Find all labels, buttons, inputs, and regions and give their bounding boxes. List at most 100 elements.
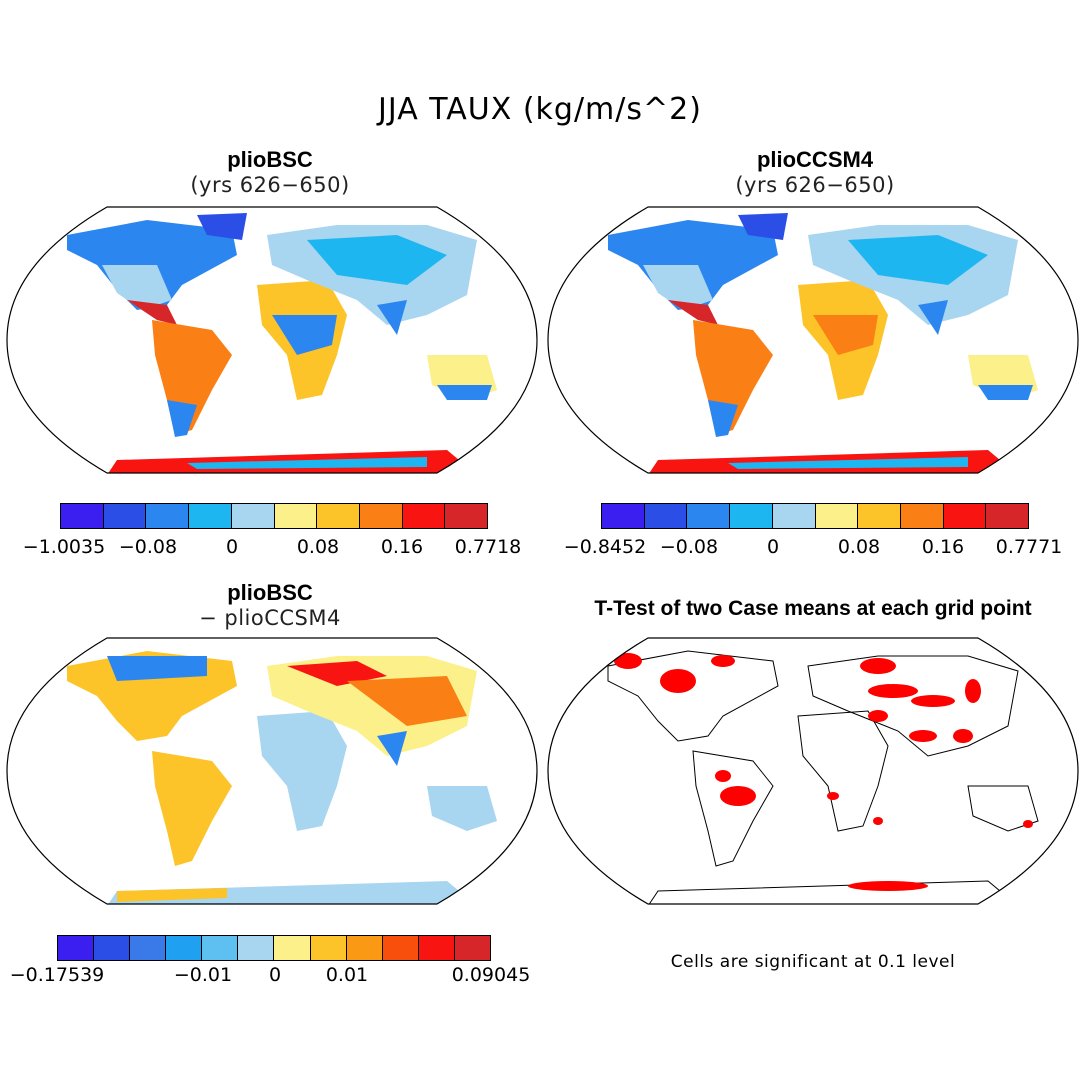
- cb2-swatch-3: [730, 504, 773, 528]
- north-america-outline: [607, 650, 779, 742]
- cb2-tick-label: 0.16: [921, 536, 965, 558]
- cb2-swatch-1: [644, 504, 688, 528]
- cb3-swatch-7: [310, 936, 347, 960]
- cb1-tick-label: −1.0035: [22, 536, 106, 558]
- significance-patch: [860, 658, 896, 674]
- cb2-swatch-2: [687, 504, 731, 528]
- cb1-swatch-1: [103, 504, 147, 528]
- cb2-tick-label: −0.08: [659, 536, 719, 558]
- antarctica-yellow: [117, 888, 227, 902]
- cb3-swatch-0: [58, 936, 95, 960]
- north-america-north: [107, 656, 207, 681]
- cb3-swatch-9: [382, 936, 419, 960]
- significance-patch: [660, 669, 696, 693]
- north-america-south: [643, 265, 713, 310]
- africa-outline: [797, 710, 889, 832]
- cb3-tick-label: −0.17539: [9, 964, 105, 986]
- south-america-outline: [692, 750, 774, 867]
- panel3-map: [6, 637, 538, 905]
- eurasia-outline: [807, 655, 1019, 757]
- australia-outline: [967, 785, 1039, 832]
- panel1-map: [6, 206, 538, 474]
- central-america: [668, 300, 718, 325]
- cb3-tick-label: −0.01: [173, 964, 233, 986]
- significance-patch: [873, 817, 883, 825]
- eurasia-red: [287, 661, 387, 686]
- cb1-swatch-8: [402, 504, 446, 528]
- australia-south: [437, 385, 492, 400]
- cb2-swatch-5: [815, 504, 859, 528]
- south-america-south: [708, 400, 738, 437]
- panel3-title: plioBSC: [227, 580, 313, 605]
- eurasia-blue: [307, 235, 447, 285]
- cb1-tick-label: 0.16: [380, 536, 424, 558]
- cb3-tick-label: 0.09045: [451, 964, 531, 986]
- cb3-swatch-5: [238, 936, 275, 960]
- significance-patch: [614, 653, 642, 669]
- significance-patch: [1023, 820, 1033, 828]
- greenland: [738, 213, 788, 240]
- antarctica-outline: [647, 880, 1020, 904]
- significance-patch: [868, 684, 918, 698]
- africa: [257, 711, 347, 831]
- eurasia-blue: [848, 235, 988, 285]
- cb1-tick-label: −0.08: [118, 536, 178, 558]
- south-america: [152, 751, 232, 866]
- significance-patch: [715, 770, 731, 782]
- cb2-swatch-7: [900, 504, 944, 528]
- cb3-swatch-1: [94, 936, 131, 960]
- cb3-swatch-8: [346, 936, 383, 960]
- cb1-swatch-7: [359, 504, 403, 528]
- cb1-swatch-4: [231, 504, 275, 528]
- cb2-swatch-8: [943, 504, 987, 528]
- north-america-south: [102, 265, 172, 310]
- cb1-swatch-5: [274, 504, 318, 528]
- significance-patch: [711, 655, 735, 667]
- india: [377, 300, 407, 335]
- cb1-swatch-6: [317, 504, 360, 528]
- panel2-title: plioCCSM4: [756, 147, 874, 172]
- cb2-swatch-0: [602, 504, 645, 528]
- south-america-south: [167, 400, 197, 437]
- cb2-tick-label: 0: [766, 536, 780, 558]
- colorbar-panel2: [601, 503, 1029, 529]
- cb3-tick-label: 0.01: [325, 964, 369, 986]
- significance-patch: [953, 729, 973, 743]
- cb1-swatch-0: [61, 504, 104, 528]
- antarctica-blue: [728, 457, 968, 469]
- significance-patch: [720, 786, 756, 806]
- panel1-title: plioBSC: [227, 147, 313, 172]
- cb1-tick-label: 0: [225, 536, 239, 558]
- australia: [427, 786, 497, 831]
- cb1-swatch-3: [189, 504, 232, 528]
- panel2-subtitle: (yrs 626−650): [735, 173, 895, 197]
- africa-center: [813, 315, 878, 355]
- cb1-tick-label: 0.08: [296, 536, 340, 558]
- significance-patch: [965, 679, 981, 703]
- panel3-subtitle: − plioCCSM4: [199, 606, 341, 630]
- significance-patch: [909, 730, 937, 742]
- significance-note: Cells are significant at 0.1 level: [670, 952, 956, 972]
- panel4-title: T-Test of two Case means at each grid po…: [594, 597, 1032, 620]
- cb2-tick-label: −0.8452: [563, 536, 647, 558]
- cb2-swatch-6: [858, 504, 901, 528]
- cb3-swatch-4: [202, 936, 239, 960]
- cb1-swatch-2: [146, 504, 190, 528]
- antarctica-blue: [187, 457, 427, 469]
- cb3-tick-label: 0: [268, 964, 282, 986]
- cb1-swatch-9: [445, 504, 488, 528]
- panel1-subtitle: (yrs 626−650): [190, 173, 350, 197]
- greenland: [197, 213, 247, 240]
- panel4-map: [547, 637, 1079, 905]
- cb2-swatch-4: [772, 504, 816, 528]
- significance-patch: [848, 881, 928, 891]
- central-america: [127, 300, 177, 325]
- cb2-tick-label: 0.08: [837, 536, 881, 558]
- significance-patch: [911, 695, 955, 707]
- panel2-map: [547, 206, 1079, 474]
- australia-south: [978, 385, 1033, 400]
- cb1-tick-label: 0.7718: [454, 536, 522, 558]
- india: [377, 731, 407, 766]
- antarctica: [107, 881, 477, 904]
- eurasia-orange: [347, 676, 467, 726]
